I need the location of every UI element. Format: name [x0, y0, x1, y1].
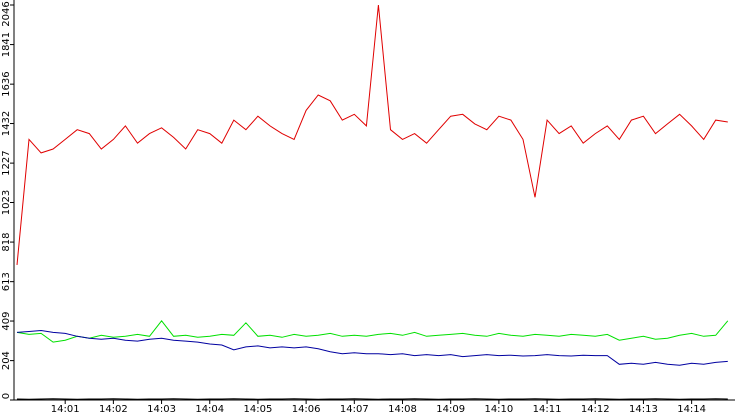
- x-tick-label: 14:07: [340, 404, 369, 415]
- y-tick-label: 1841: [1, 32, 12, 57]
- y-tick-label: 818: [1, 233, 12, 252]
- x-tick-label: 14:02: [99, 404, 128, 415]
- x-tick-label: 14:11: [533, 404, 562, 415]
- x-tick-label: 14:10: [484, 404, 513, 415]
- x-tick-label: 14:06: [292, 404, 321, 415]
- y-tick-label: 1432: [1, 111, 12, 136]
- y-tick-label: 0: [1, 393, 12, 399]
- y-tick-label: 2046: [1, 1, 12, 26]
- x-tick-label: 14:04: [195, 404, 224, 415]
- y-tick-label: 1227: [1, 150, 12, 175]
- x-tick-label: 14:13: [629, 404, 658, 415]
- series-line: [16, 329, 728, 366]
- y-tick-label: 409: [1, 311, 12, 330]
- y-tick-label: 1636: [1, 71, 12, 96]
- x-tick-label: 14:05: [244, 404, 273, 415]
- x-tick-label: 14:09: [436, 404, 465, 415]
- series-line: [16, 4, 728, 265]
- x-tick-label: 14:12: [581, 404, 610, 415]
- y-tick-label: 613: [1, 272, 12, 291]
- x-tick-label: 14:14: [677, 404, 706, 415]
- x-tick-label: 14:08: [388, 404, 417, 415]
- x-tick-label: 14:03: [147, 404, 176, 415]
- y-tick-label: 1023: [1, 190, 12, 215]
- series-line: [16, 319, 729, 343]
- y-tick-label: 204: [1, 351, 12, 370]
- x-tick-label: 14:01: [51, 404, 80, 415]
